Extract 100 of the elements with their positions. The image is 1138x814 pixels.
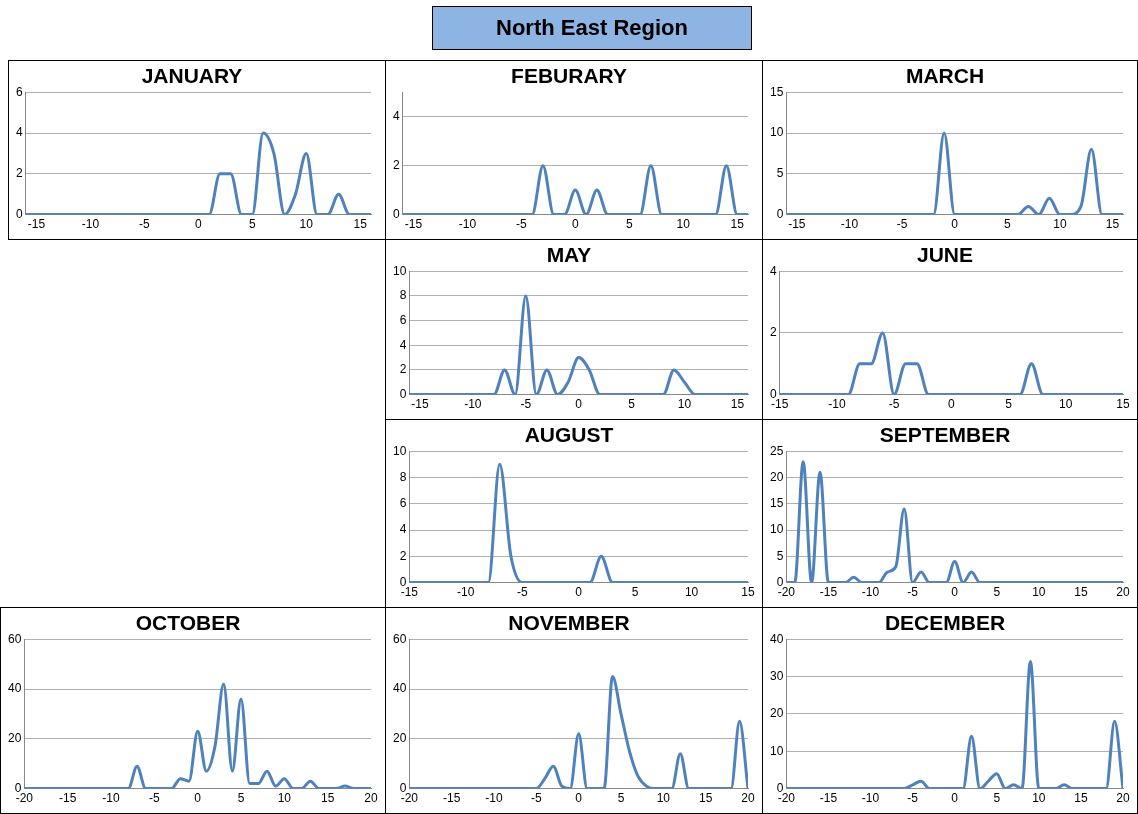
x-tick-label: -15: [404, 217, 423, 232]
x-tick-label: 5: [617, 791, 625, 806]
x-tick-label: -15: [411, 397, 429, 412]
chart-title: NOVEMBER: [508, 611, 630, 635]
x-tick-label: 10: [684, 585, 699, 600]
y-tick-label: 10: [769, 125, 784, 140]
y-tick-label: 0: [392, 206, 400, 221]
y-tick-label: 15: [769, 496, 784, 511]
x-tick-label: -10: [457, 585, 475, 600]
chart-title: DECEMBER: [884, 611, 1006, 635]
y-tick-label: 2: [399, 548, 407, 563]
x-tick-label: 5: [1003, 217, 1011, 232]
chart-title: MAY: [546, 243, 592, 267]
x-tick-label: 15: [698, 791, 713, 806]
x-tick-label: 5: [631, 585, 639, 600]
x-tick-label: -15: [59, 791, 77, 806]
x-tick-label: 0: [571, 217, 579, 232]
x-tick-label: -5: [516, 217, 528, 232]
y-tick-label: 10: [769, 522, 784, 537]
x-tick-label: -10: [861, 585, 880, 600]
x-tick-label: -15: [819, 791, 838, 806]
y-tick-label: 2: [769, 325, 777, 340]
x-tick-label: 10: [1053, 217, 1067, 232]
chart-title: AUGUST: [524, 423, 614, 447]
x-tick-label: -5: [149, 791, 160, 806]
y-tick-label: 4: [769, 263, 777, 278]
x-tick-label: 5: [628, 397, 636, 412]
x-tick-label: -5: [896, 217, 908, 232]
y-tick-label: 10: [392, 443, 407, 458]
y-tick-label: 6: [399, 496, 407, 511]
y-tick-label: 8: [399, 469, 407, 484]
y-tick-label: 60: [7, 631, 22, 646]
x-tick-label: 15: [1074, 585, 1088, 600]
y-tick-label: 4: [15, 125, 23, 140]
y-tick-label: 40: [769, 631, 784, 646]
x-tick-label: 10: [1059, 397, 1073, 412]
x-tick-label: -5: [139, 217, 151, 232]
chart-title: MARCH: [905, 64, 985, 88]
x-tick-label: -5: [907, 585, 919, 600]
x-tick-label: 0: [947, 397, 955, 412]
chart-title: FEBURARY: [511, 64, 627, 88]
x-tick-label: 10: [299, 217, 314, 232]
y-tick-label: 10: [769, 743, 784, 758]
x-tick-label: -10: [861, 791, 880, 806]
x-tick-label: 15: [1116, 397, 1130, 412]
x-tick-label: 0: [575, 585, 583, 600]
x-tick-label: -10: [464, 397, 482, 412]
chart-title: SEPTEMBER: [879, 423, 1011, 447]
x-tick-label: -15: [788, 217, 806, 232]
y-tick-label: 8: [399, 288, 407, 303]
y-tick-label: 4: [399, 337, 407, 352]
y-tick-label: 40: [7, 681, 22, 696]
x-tick-label: 0: [951, 791, 959, 806]
text: North East Region: [432, 6, 752, 50]
y-tick-label: 5: [776, 166, 784, 181]
x-tick-label: 15: [741, 585, 755, 600]
x-tick-label: 15: [730, 217, 745, 232]
x-tick-label: 15: [353, 217, 368, 232]
x-tick-label: -10: [102, 791, 121, 806]
x-tick-label: 0: [575, 397, 583, 412]
y-tick-label: 4: [399, 522, 407, 537]
y-tick-label: 0: [15, 206, 23, 221]
y-tick-label: 40: [392, 681, 407, 696]
x-tick-label: 0: [194, 217, 202, 232]
x-tick-label: 5: [248, 217, 256, 232]
y-tick-label: 6: [15, 84, 23, 99]
x-tick-label: 20: [1116, 791, 1130, 806]
y-tick-label: 60: [392, 631, 407, 646]
chart-title: OCTOBER: [135, 611, 241, 635]
y-tick-label: 10: [392, 263, 407, 278]
x-tick-label: 5: [993, 585, 1001, 600]
y-tick-label: 5: [776, 548, 784, 563]
y-tick-label: 30: [769, 668, 784, 683]
x-tick-label: 20: [1116, 585, 1130, 600]
x-tick-label: 10: [656, 791, 671, 806]
x-tick-label: 15: [1105, 217, 1120, 232]
x-tick-label: -5: [531, 791, 542, 806]
y-tick-label: 15: [769, 84, 784, 99]
chart-title: JUNE: [916, 243, 974, 267]
x-tick-label: 5: [625, 217, 633, 232]
x-tick-label: -15: [27, 217, 46, 232]
x-tick-label: 10: [1032, 791, 1046, 806]
x-tick-label: 0: [194, 791, 202, 806]
x-tick-label: -5: [516, 585, 528, 600]
x-tick-label: -15: [443, 791, 461, 806]
x-tick-label: -10: [458, 217, 477, 232]
y-tick-label: 0: [776, 206, 784, 221]
x-tick-label: 0: [951, 585, 959, 600]
x-tick-label: 5: [1005, 397, 1013, 412]
x-tick-label: 15: [730, 397, 745, 412]
x-tick-label: 15: [320, 791, 335, 806]
x-tick-label: 10: [277, 791, 292, 806]
x-tick-label: 5: [993, 791, 1001, 806]
x-tick-label: 0: [951, 217, 959, 232]
x-tick-label: 20: [364, 791, 378, 806]
y-tick-label: 20: [769, 706, 784, 721]
x-tick-label: 5: [237, 791, 245, 806]
y-tick-label: 0: [399, 386, 407, 401]
x-tick-label: 10: [1032, 585, 1046, 600]
x-tick-label: 20: [741, 791, 755, 806]
